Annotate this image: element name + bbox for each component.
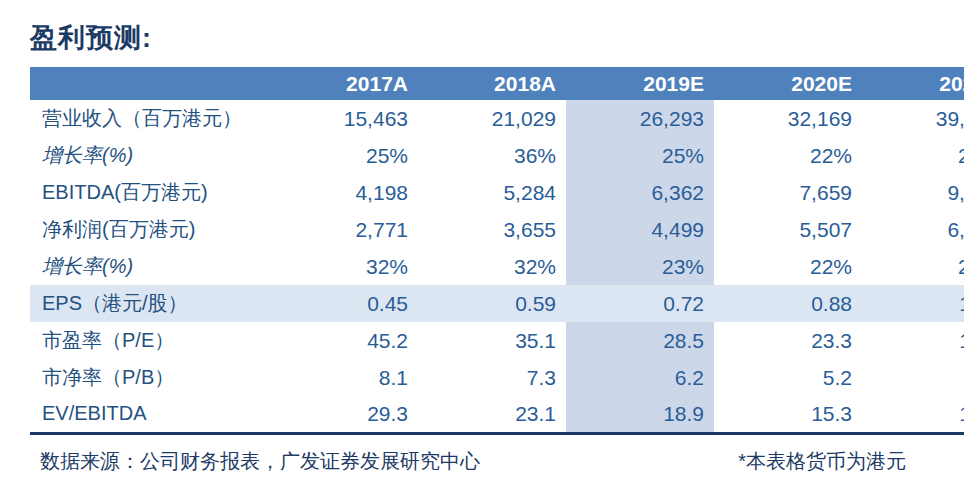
value-cell: 3,655 bbox=[418, 211, 566, 248]
value-cell: 8.1 bbox=[270, 359, 418, 396]
value-cell: 0.59 bbox=[418, 285, 566, 322]
row-label: 增长率(%) bbox=[30, 248, 270, 285]
currency-note: *本表格货币为港元 bbox=[738, 448, 906, 475]
row-label: EV/EBITDA bbox=[30, 396, 270, 433]
value-cell: 6.2 bbox=[566, 359, 714, 396]
table-row: EBITDA(百万港元)4,1985,2846,3627,6599,177 bbox=[30, 174, 964, 211]
value-cell: 19.1 bbox=[862, 322, 964, 359]
value-cell: 36% bbox=[418, 137, 566, 174]
value-cell: 39,053 bbox=[862, 100, 964, 137]
value-cell: 15.3 bbox=[714, 396, 862, 433]
header-row: 2017A2018A2019E2020E2021E bbox=[30, 67, 964, 100]
header-corner-cell bbox=[30, 67, 270, 100]
value-cell: 6,362 bbox=[566, 174, 714, 211]
report-page: 盈利预测: 2017A2018A2019E2020E2021E 营业收入（百万港… bbox=[0, 0, 964, 500]
value-cell: 18.9 bbox=[566, 396, 714, 433]
value-cell: 22% bbox=[714, 248, 862, 285]
value-cell: 5.2 bbox=[714, 359, 862, 396]
value-cell: 7.3 bbox=[418, 359, 566, 396]
value-cell: 6,715 bbox=[862, 211, 964, 248]
header-cell: 2017A bbox=[270, 67, 418, 100]
value-cell: 35.1 bbox=[418, 322, 566, 359]
value-cell: 25% bbox=[270, 137, 418, 174]
value-cell: 25% bbox=[566, 137, 714, 174]
value-cell: 0.45 bbox=[270, 285, 418, 322]
table-row: EV/EBITDA29.323.118.915.312.4 bbox=[30, 396, 964, 433]
value-cell: 0.72 bbox=[566, 285, 714, 322]
value-cell: 4,499 bbox=[566, 211, 714, 248]
header-cell: 2021E bbox=[862, 67, 964, 100]
table-row: 营业收入（百万港元）15,46321,02926,29332,16939,053 bbox=[30, 100, 964, 137]
header-cell: 2020E bbox=[714, 67, 862, 100]
row-label: 增长率(%) bbox=[30, 137, 270, 174]
value-cell: 28.5 bbox=[566, 322, 714, 359]
value-cell: 26,293 bbox=[566, 100, 714, 137]
table-row: 净利润(百万港元)2,7713,6554,4995,5076,715 bbox=[30, 211, 964, 248]
table-row: 市净率（P/B）8.17.36.25.24.4 bbox=[30, 359, 964, 396]
row-label: EBITDA(百万港元) bbox=[30, 174, 270, 211]
value-cell: 15,463 bbox=[270, 100, 418, 137]
profit-forecast-table: 2017A2018A2019E2020E2021E 营业收入（百万港元）15,4… bbox=[30, 67, 964, 435]
data-source-note: 数据来源：公司财务报表，广发证券发展研究中心 bbox=[40, 448, 480, 475]
value-cell: 45.2 bbox=[270, 322, 418, 359]
table-row: EPS（港元/股）0.450.590.720.881.08 bbox=[30, 285, 964, 322]
value-cell: 23.1 bbox=[418, 396, 566, 433]
row-label: 净利润(百万港元) bbox=[30, 211, 270, 248]
value-cell: 9,177 bbox=[862, 174, 964, 211]
value-cell: 21% bbox=[862, 137, 964, 174]
row-label: 市净率（P/B） bbox=[30, 359, 270, 396]
value-cell: 23.3 bbox=[714, 322, 862, 359]
value-cell: 5,507 bbox=[714, 211, 862, 248]
value-cell: 29.3 bbox=[270, 396, 418, 433]
row-label: 营业收入（百万港元） bbox=[30, 100, 270, 137]
value-cell: 0.88 bbox=[714, 285, 862, 322]
value-cell: 4,198 bbox=[270, 174, 418, 211]
value-cell: 2,771 bbox=[270, 211, 418, 248]
table-row: 市盈率（P/E）45.235.128.523.319.1 bbox=[30, 322, 964, 359]
value-cell: 12.4 bbox=[862, 396, 964, 433]
value-cell: 22% bbox=[862, 248, 964, 285]
table-row: 增长率(%)25%36%25%22%21% bbox=[30, 137, 964, 174]
table-body: 营业收入（百万港元）15,46321,02926,29332,16939,053… bbox=[30, 100, 964, 433]
value-cell: 1.08 bbox=[862, 285, 964, 322]
value-cell: 5,284 bbox=[418, 174, 566, 211]
value-cell: 32% bbox=[270, 248, 418, 285]
value-cell: 32% bbox=[418, 248, 566, 285]
row-label: 市盈率（P/E） bbox=[30, 322, 270, 359]
value-cell: 22% bbox=[714, 137, 862, 174]
value-cell: 21,029 bbox=[418, 100, 566, 137]
header-cell: 2018A bbox=[418, 67, 566, 100]
value-cell: 7,659 bbox=[714, 174, 862, 211]
value-cell: 32,169 bbox=[714, 100, 862, 137]
value-cell: 23% bbox=[566, 248, 714, 285]
value-cell: 4.4 bbox=[862, 359, 964, 396]
row-label: EPS（港元/股） bbox=[30, 285, 270, 322]
header-cell: 2019E bbox=[566, 67, 714, 100]
page-title: 盈利预测: bbox=[30, 20, 964, 56]
table-footer: 数据来源：公司财务报表，广发证券发展研究中心 *本表格货币为港元 bbox=[30, 448, 958, 475]
table-row: 增长率(%)32%32%23%22%22% bbox=[30, 248, 964, 285]
